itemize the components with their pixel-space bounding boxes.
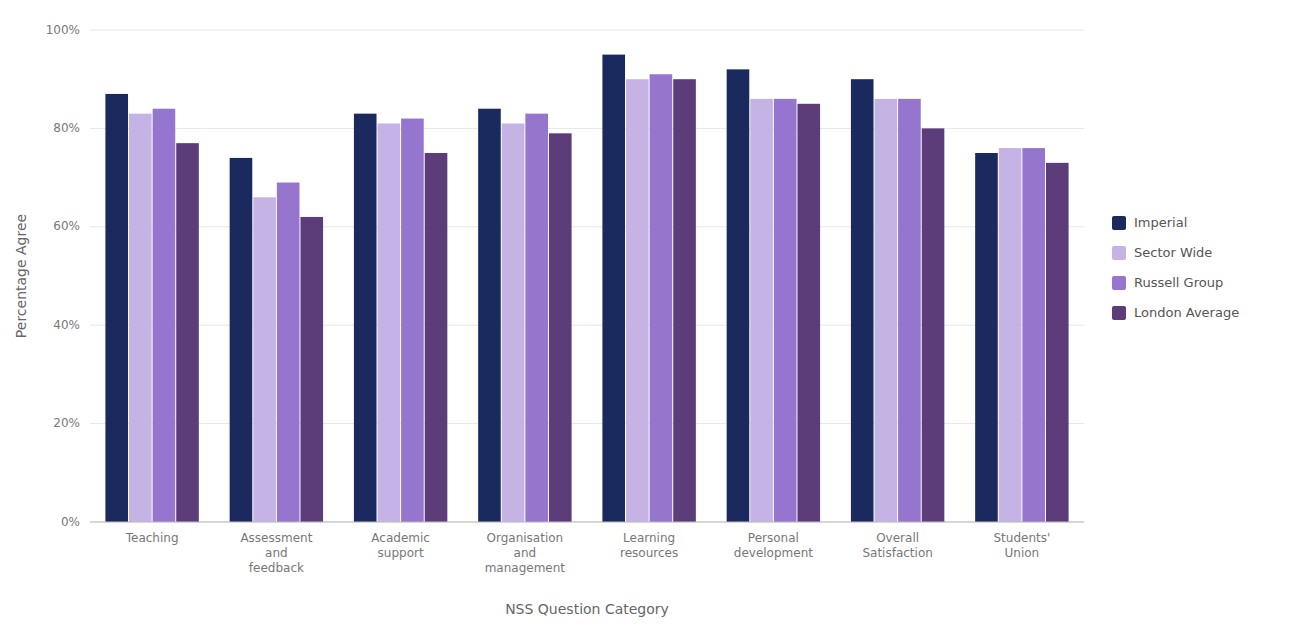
y-tick-label: 80% (53, 121, 80, 135)
bar (300, 217, 323, 522)
bar (673, 79, 696, 522)
y-tick-label: 0% (61, 515, 80, 529)
chart-container: 0% 20% 40% 60% 80% 100% Teaching Assessmentandf… (0, 0, 1294, 632)
legend-label: London Average (1134, 305, 1239, 320)
x-axis-title: NSS Question Category (505, 601, 669, 617)
bar (129, 114, 152, 522)
x-tick-label: Personaldevelopment (734, 531, 813, 560)
legend-swatch (1112, 306, 1126, 320)
bar (105, 94, 128, 522)
x-axis: Teaching Assessmentandfeedback Academicsup… (125, 531, 1051, 575)
bar (750, 99, 773, 522)
bar (277, 183, 300, 522)
bar (626, 79, 649, 522)
bar (650, 74, 673, 522)
bar (922, 128, 945, 522)
chart-svg: 0% 20% 40% 60% 80% 100% Teaching Assessmentandf… (0, 0, 1294, 632)
legend-swatch (1112, 276, 1126, 290)
bar (378, 123, 401, 522)
bar (875, 99, 898, 522)
x-tick-label: Academicsupport (371, 531, 430, 560)
bar (176, 143, 199, 522)
grid-line (90, 522, 1084, 523)
bar (1046, 163, 1069, 522)
legend-label: Sector Wide (1134, 245, 1212, 260)
x-tick-label: Assessmentandfeedback (240, 531, 312, 575)
legend: Imperial Sector Wide Russell Group London A… (1112, 215, 1239, 321)
bar (727, 69, 750, 522)
grid-line (90, 30, 1084, 31)
bar (401, 119, 424, 522)
y-tick-label: 100% (46, 23, 80, 37)
bar (425, 153, 448, 522)
legend-swatch (1112, 216, 1126, 230)
bars (105, 55, 1068, 522)
bar (602, 55, 625, 522)
bar (478, 109, 501, 522)
bar (525, 114, 548, 522)
bar (354, 114, 377, 522)
grid (90, 30, 1084, 522)
series (105, 55, 997, 522)
legend-label: Russell Group (1134, 275, 1223, 290)
y-tick-label: 20% (53, 416, 80, 430)
bar (153, 109, 176, 522)
series (153, 74, 1045, 522)
y-tick-label: 40% (53, 318, 80, 332)
bar (230, 158, 253, 522)
bar (1022, 148, 1045, 522)
bar (253, 197, 276, 522)
bar (999, 148, 1022, 522)
series (129, 79, 1021, 522)
x-tick-label: Students'Union (993, 531, 1050, 560)
x-tick-label: OverallSatisfaction (862, 531, 932, 560)
x-tick-label: Organisationandmanagement (485, 531, 566, 575)
y-axis-title: Percentage Agree (13, 214, 29, 338)
legend-label: Imperial (1134, 215, 1187, 230)
series (176, 79, 1068, 522)
bar (851, 79, 874, 522)
bar (502, 123, 525, 522)
bar (898, 99, 921, 522)
bar (975, 153, 998, 522)
x-axis-line (90, 522, 1084, 523)
bar (549, 133, 572, 522)
x-tick-label: Learningresources (620, 531, 678, 560)
legend-swatch (1112, 246, 1126, 260)
y-axis: 0% 20% 40% 60% 80% 100% (46, 23, 80, 529)
y-tick-label: 60% (53, 219, 80, 233)
x-tick-label: Teaching (125, 531, 179, 545)
bar (797, 104, 820, 522)
bar (774, 99, 797, 522)
